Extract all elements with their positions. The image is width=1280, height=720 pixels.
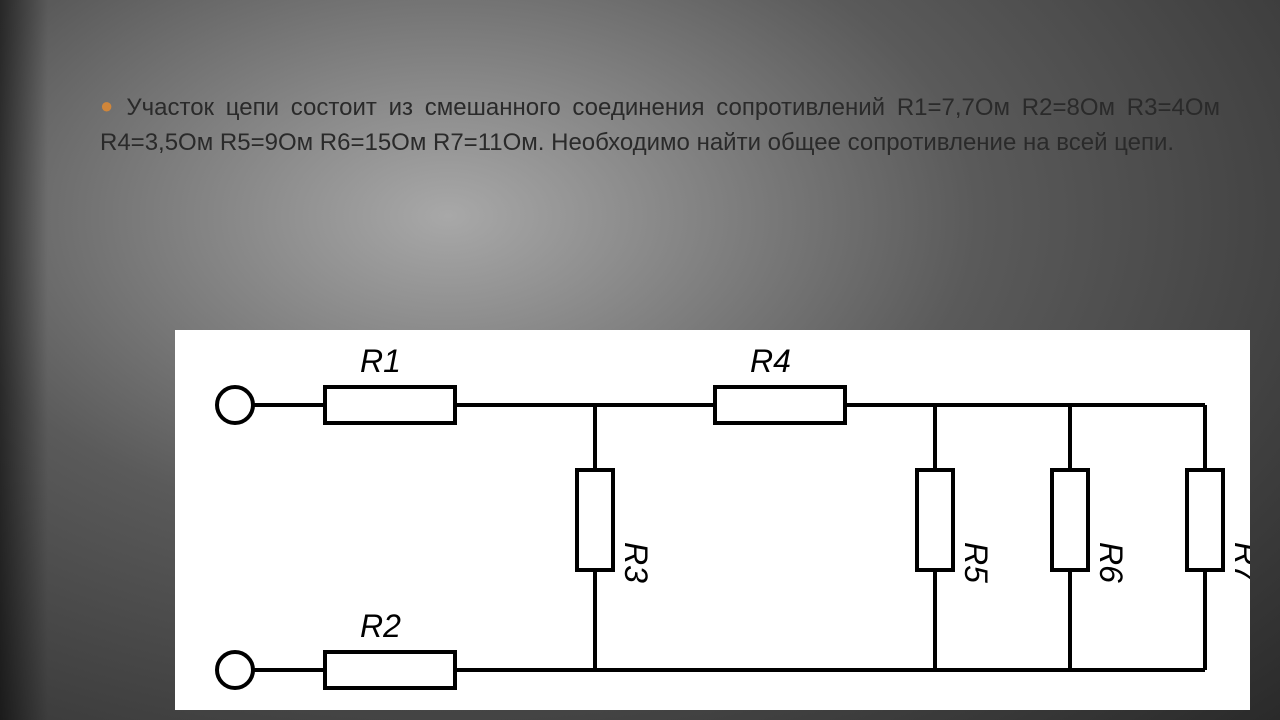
resistor-r2 [325,652,455,688]
label-r4: R4 [750,343,791,379]
label-r6: R6 [1093,542,1129,583]
label-r5: R5 [958,542,994,583]
problem-text: Участок цепи состоит из смешанного соеди… [100,94,1220,156]
label-r2: R2 [360,608,401,644]
resistor-r5 [917,470,953,570]
terminal-in-top [217,387,253,423]
slide-left-shadow [0,0,48,720]
resistors [325,387,1223,688]
bullet-icon: ● [100,93,118,118]
circuit-svg: R1 R2 R3 R4 R5 R6 R7 [175,330,1250,710]
resistor-r4 [715,387,845,423]
terminal-in-bottom [217,652,253,688]
resistor-r7 [1187,470,1223,570]
resistor-r3 [577,470,613,570]
circuit-diagram: R1 R2 R3 R4 R5 R6 R7 [175,330,1250,710]
problem-statement: ●Участок цепи состоит из смешанного соед… [100,90,1220,161]
terminals [217,387,253,688]
label-r7: R7 [1228,542,1250,584]
label-r1: R1 [360,343,401,379]
label-r3: R3 [618,542,654,583]
resistor-r1 [325,387,455,423]
resistor-r6 [1052,470,1088,570]
